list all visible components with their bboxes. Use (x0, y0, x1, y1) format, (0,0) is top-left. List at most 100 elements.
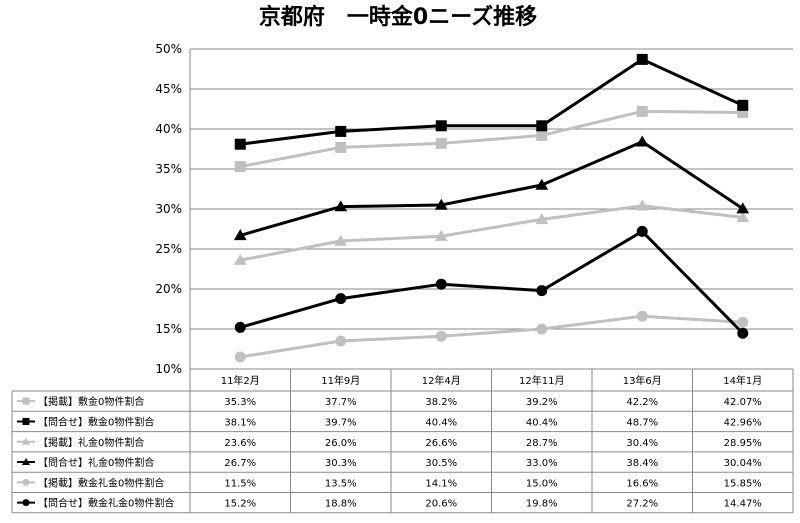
x-tick-label: 13年6月 (623, 374, 662, 387)
data-table-cell: 40.4% (526, 417, 558, 428)
data-table-cell: 48.7% (626, 417, 658, 428)
legend-series-name: 【問合せ】敷金0物件割合 (38, 415, 154, 428)
data-point (737, 316, 749, 328)
data-table-cell: 30.5% (425, 458, 457, 469)
data-point (335, 335, 347, 347)
y-tick-label: 45% (155, 82, 182, 96)
legend-series-name: 【掲載】礼金0物件割合 (38, 436, 144, 449)
data-table-cell: 42.2% (626, 397, 658, 408)
data-point (434, 198, 448, 210)
data-table-cell: 28.7% (526, 438, 558, 449)
data-table-cell: 13.5% (325, 478, 357, 489)
data-table-cell: 30.4% (626, 438, 658, 449)
legend-key-marker (21, 458, 31, 466)
series-line (240, 57, 744, 146)
data-table-cell: 23.6% (224, 438, 256, 449)
data-point (435, 278, 447, 290)
data-point (736, 211, 750, 223)
y-tick-label: 35% (155, 162, 182, 176)
data-point (736, 202, 750, 214)
y-tick-label: 30% (155, 202, 182, 216)
data-table-cell: 35.3% (224, 397, 256, 408)
data-point (234, 161, 246, 173)
data-point (435, 137, 447, 149)
legend-series-name: 【問合せ】敷金礼金0物件割合 (38, 497, 174, 510)
data-point (233, 253, 247, 265)
x-tick-label: 14年1月 (723, 374, 762, 387)
data-point (536, 323, 548, 335)
data-table-cell: 30.04% (724, 458, 762, 469)
data-point (636, 310, 648, 322)
data-table-cell: 15.85% (724, 478, 762, 489)
data-table-cell: 15.2% (224, 499, 256, 510)
data-table-cell: 42.07% (724, 397, 762, 408)
y-tick-label: 50% (155, 42, 182, 56)
data-table-cell: 16.6% (626, 478, 658, 489)
data-point (434, 229, 448, 241)
y-tick-label: 25% (155, 242, 182, 256)
y-tick-label: 15% (155, 322, 182, 336)
data-point (535, 213, 549, 225)
y-tick-label: 20% (155, 282, 182, 296)
data-table-cell: 27.2% (626, 499, 658, 510)
data-point (335, 141, 347, 153)
series-line (239, 229, 744, 335)
data-point (535, 178, 549, 190)
data-point (233, 229, 247, 241)
data-point (334, 200, 348, 212)
data-table-cell: 11.5% (224, 478, 256, 489)
data-point (635, 199, 649, 211)
y-tick-label: 10% (155, 362, 182, 376)
legend-series-name: 【掲載】敷金0物件割合 (38, 395, 144, 408)
legend-key-marker (22, 478, 30, 486)
legend-series-name: 【掲載】敷金礼金0物件割合 (38, 476, 164, 489)
x-tick-label: 12年4月 (422, 374, 461, 387)
data-table-cell: 30.3% (325, 458, 357, 469)
data-table-cell: 38.1% (224, 417, 256, 428)
series-line (239, 109, 743, 169)
data-point (536, 129, 548, 141)
data-table-cell: 39.7% (325, 417, 357, 428)
data-point (636, 53, 648, 65)
legend-key-marker (22, 397, 30, 405)
data-table: 11年2月 11年9月 12年4月 12年11月 13年6月 14年1月【掲載】敷金0物件… (11, 368, 794, 514)
data-point (334, 234, 348, 246)
data-table-cell: 19.8% (526, 499, 558, 510)
data-table-cell: 20.6% (425, 499, 457, 510)
chart-title: 京都府 一時金0ニーズ推移 (259, 4, 537, 30)
series-lines (233, 53, 750, 363)
x-tick-label: 11年9月 (321, 374, 360, 387)
data-table-cell: 15.0% (526, 478, 558, 489)
data-table-cell: 38.4% (626, 458, 658, 469)
data-point (335, 293, 347, 305)
data-table-cell: 26.0% (325, 438, 357, 449)
data-point (635, 135, 649, 147)
legend-key-marker (22, 499, 30, 507)
grid-lines (189, 48, 793, 370)
series-line (239, 140, 744, 237)
data-point (234, 138, 246, 150)
x-tick-label: 11年2月 (221, 374, 260, 387)
data-table-cell: 14.47% (724, 499, 762, 510)
legend-key-marker (22, 417, 30, 425)
data-table-cell: 42.96% (724, 417, 762, 428)
data-point (234, 351, 246, 363)
data-table-cell: 28.95% (724, 438, 762, 449)
data-point (435, 120, 447, 132)
data-point (737, 327, 749, 339)
data-table-cell: 40.4% (425, 417, 457, 428)
data-table-cell: 26.6% (425, 438, 457, 449)
data-point (435, 330, 447, 342)
legend-key-marker (21, 437, 31, 445)
data-point (636, 225, 648, 237)
data-point (737, 99, 749, 111)
series-line (239, 204, 743, 262)
data-table-cell: 26.7% (224, 458, 256, 469)
data-point (335, 125, 347, 137)
data-point (737, 106, 749, 118)
legend-series-name: 【問合せ】礼金0物件割合 (38, 456, 154, 469)
data-table-cell: 18.8% (325, 499, 357, 510)
data-table-cell: 39.2% (526, 397, 558, 408)
y-tick-label: 40% (155, 122, 182, 136)
